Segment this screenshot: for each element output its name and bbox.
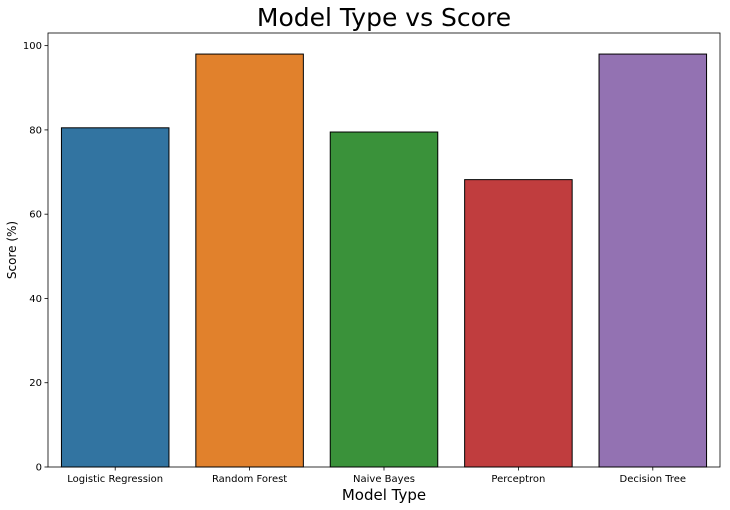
y-tick-label: 100 (23, 41, 42, 52)
x-axis-ticks: Logistic Regression Random Forest Naive Ba… (67, 467, 686, 485)
x-axis-title: Model Type (342, 486, 426, 504)
plot-frame (47, 32, 721, 468)
y-axis-ticks: 0 20 40 60 80 100 (23, 41, 48, 474)
bars-group (60, 53, 708, 468)
chart-title: Model Type vs Score (257, 3, 511, 32)
x-tick-label: Naive Bayes (353, 474, 415, 485)
y-tick-label: 40 (29, 294, 42, 305)
x-tick-label: Decision Tree (620, 474, 687, 485)
bar-logistic-regression (60, 127, 170, 468)
y-tick-label: 80 (29, 125, 42, 136)
x-tick-label: Logistic Regression (67, 474, 163, 485)
x-tick-label: Random Forest (212, 474, 287, 485)
bar-perceptron (464, 179, 573, 468)
y-axis-title: Score (%) (5, 221, 19, 279)
y-tick-label: 60 (29, 210, 42, 221)
y-tick-label: 0 (36, 463, 42, 474)
x-tick-label: Perceptron (491, 474, 545, 485)
y-tick-label: 20 (29, 378, 42, 389)
bar-decision-tree (598, 53, 708, 468)
bar-naive-bayes (329, 131, 439, 468)
bar-random-forest (195, 53, 304, 468)
